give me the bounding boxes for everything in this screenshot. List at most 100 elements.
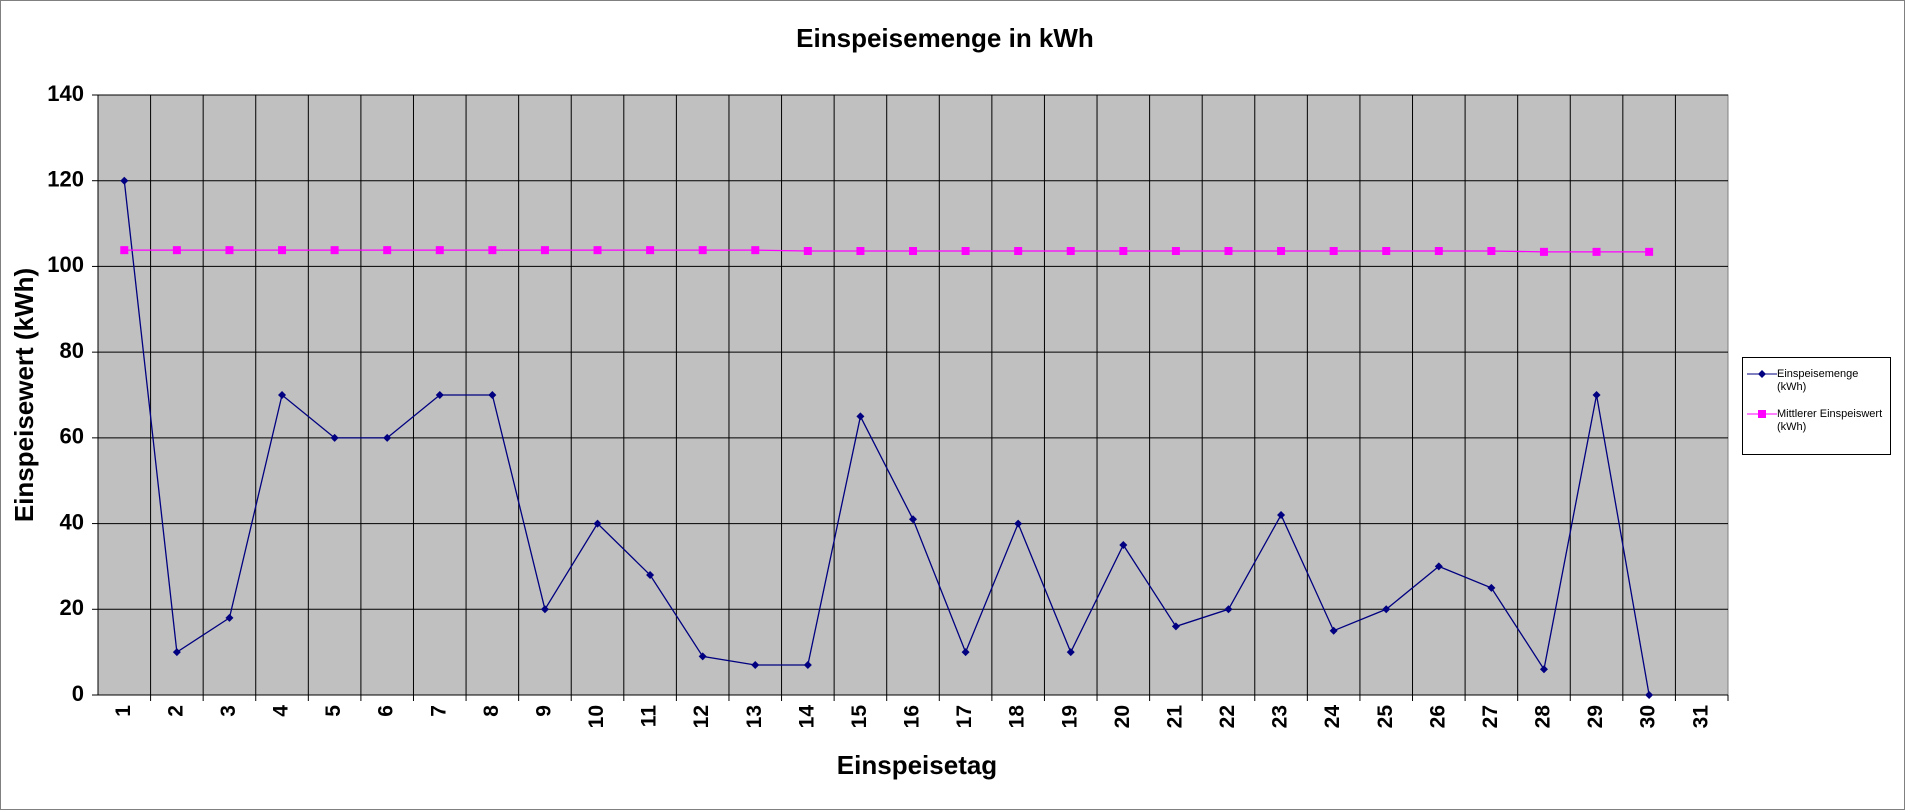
x-tick-label: 4 [270,705,293,717]
x-tick-label: 19 [1058,705,1081,728]
y-axis-label: Einspeisewert (kWh) [9,268,39,522]
data-point [961,247,970,255]
data-point [698,246,707,255]
data-point [1171,247,1180,255]
series-line [124,249,1650,253]
data-point [1329,626,1338,635]
data-point [1487,583,1496,592]
x-tick-label: 30 [1637,705,1660,728]
x-tick-label: 1 [112,705,135,717]
legend-label: Mittlerer Einspeiswert (kWh) [1777,408,1883,433]
data-point [698,652,707,661]
data-point [593,246,602,255]
data-point [1066,648,1075,657]
legend-swatch [1747,370,1777,378]
legend-item: Mittlerer Einspeiswert (kWh) [1743,408,1886,434]
x-tick-label: 9 [532,705,555,717]
data-point [1329,247,1338,255]
data-point [540,246,549,255]
data-point [488,391,497,399]
data-point [856,247,865,255]
x-axis-label: Einspeisetag [837,750,997,780]
data-point [1434,247,1443,255]
y-tick-label: 20 [60,595,84,620]
y-tick-label: 120 [47,167,84,192]
y-tick-label: 40 [60,509,84,534]
y-tick-label: 60 [60,424,84,449]
data-point [856,412,865,421]
x-tick-label: 14 [795,705,818,729]
data-point [909,515,917,524]
data-point [383,246,392,255]
x-tick-label: 5 [322,705,345,717]
data-point [1119,541,1128,549]
data-point [225,246,234,255]
data-point [330,433,339,442]
data-point [278,246,287,255]
x-tick-label: 11 [638,705,661,728]
x-tick-label: 29 [1584,705,1607,728]
legend-label: Einspeisemenge (kWh) [1777,368,1859,393]
series-line [123,180,1650,696]
x-tick-label: 15 [848,705,871,729]
data-point [1434,562,1443,571]
x-tick-label: 18 [1006,705,1029,729]
data-point [1277,247,1286,255]
x-tick-label: 26 [1426,705,1449,728]
data-point [909,247,917,255]
data-point [172,246,181,255]
x-tick-label: 2 [164,705,187,717]
data-point [540,605,549,614]
x-tick-label: 25 [1374,705,1397,729]
data-point [1277,511,1286,519]
data-point [751,246,760,255]
data-point [435,246,444,255]
x-tick-label: 22 [1216,705,1239,728]
data-point [1014,519,1023,528]
data-point [330,246,339,255]
data-point [1066,247,1075,255]
data-point [961,648,970,657]
data-point [1539,665,1548,674]
data-point [1539,247,1548,256]
data-point [751,661,760,669]
x-tick-label: 31 [1689,705,1712,729]
data-point [1758,410,1766,418]
x-tick-label: 8 [480,705,503,717]
data-point [1119,247,1128,255]
data-point [1645,691,1654,699]
data-point [120,176,129,185]
x-tick-label: 3 [217,705,240,717]
legend: Einspeisemenge (kWh) Mittlerer Einspeiswe… [1742,357,1891,455]
plot-area [97,94,1729,696]
data-point [1014,247,1023,255]
x-tick-label: 6 [375,705,398,717]
x-tick-label: 28 [1532,705,1555,729]
data-point [120,246,129,255]
y-tick-label: 100 [47,252,84,277]
x-tick-label: 24 [1321,705,1344,729]
x-tick-label: 13 [743,705,766,728]
data-point [172,648,181,657]
data-point [1487,247,1496,255]
data-point [1645,247,1654,256]
x-tick-label: 21 [1163,705,1186,729]
x-tick-label: 27 [1479,705,1502,728]
y-tick-label: 0 [72,681,84,706]
data-point [383,433,392,442]
data-point [803,661,812,669]
data-point [1171,622,1180,631]
data-point [278,391,287,399]
legend-item: Einspeisemenge (kWh) [1743,368,1886,394]
x-tick-label: 16 [901,705,924,728]
chart-title: Einspeisemenge in kWh [796,23,1094,53]
x-tick-label: 23 [1269,705,1292,728]
x-tick-label: 12 [690,705,713,728]
x-tick-label: 20 [1111,705,1134,728]
data-point [1758,370,1766,378]
y-tick-label: 80 [60,338,84,363]
data-point [1382,605,1391,614]
data-point [1592,247,1601,256]
